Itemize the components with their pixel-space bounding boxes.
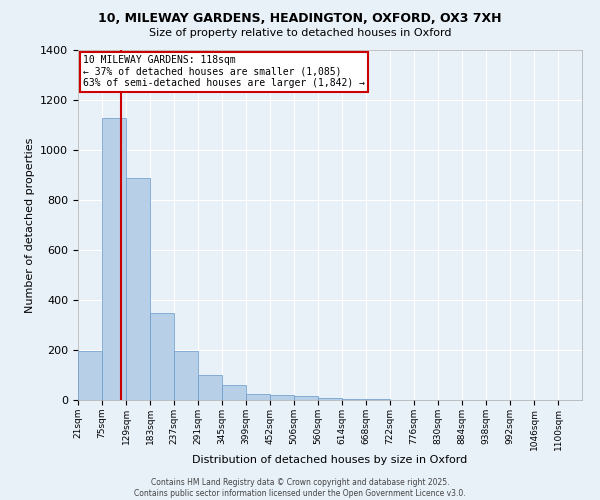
Bar [78, 351, 102, 400]
Y-axis label: Number of detached properties: Number of detached properties [25, 138, 35, 312]
X-axis label: Distribution of detached houses by size in Oxford: Distribution of detached houses by size … [193, 456, 467, 466]
Text: 10 MILEWAY GARDENS: 118sqm
← 37% of detached houses are smaller (1,085)
63% of s: 10 MILEWAY GARDENS: 118sqm ← 37% of deta… [83, 56, 365, 88]
Bar [126, 178, 150, 400]
Bar [342, 399, 366, 400]
Bar [174, 351, 198, 400]
Text: Size of property relative to detached houses in Oxford: Size of property relative to detached ho… [149, 28, 451, 38]
Bar [150, 312, 174, 400]
Bar [102, 118, 126, 400]
Bar [246, 394, 270, 400]
Bar [198, 375, 222, 400]
Bar [294, 396, 318, 400]
Text: Contains HM Land Registry data © Crown copyright and database right 2025.
Contai: Contains HM Land Registry data © Crown c… [134, 478, 466, 498]
Bar [318, 398, 342, 400]
Bar [366, 399, 390, 400]
Text: 10, MILEWAY GARDENS, HEADINGTON, OXFORD, OX3 7XH: 10, MILEWAY GARDENS, HEADINGTON, OXFORD,… [98, 12, 502, 26]
Bar [222, 385, 246, 400]
Bar [270, 395, 294, 400]
